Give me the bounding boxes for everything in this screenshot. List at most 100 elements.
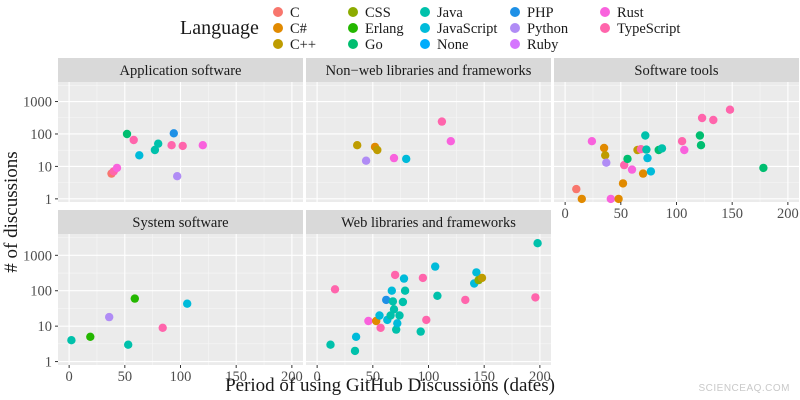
x-tick-label: 100	[666, 206, 688, 222]
x-tick-label: 0	[314, 369, 321, 385]
data-point-java	[154, 139, 163, 148]
data-point-java	[350, 346, 360, 356]
data-point-rust	[446, 137, 455, 146]
legend-key-java	[420, 7, 430, 17]
data-point-rust	[606, 194, 615, 204]
data-point-javascript	[393, 319, 402, 328]
data-point-typescript	[178, 141, 187, 151]
y-tick-label: 1000	[23, 95, 52, 111]
data-point-typescript	[129, 135, 138, 145]
data-point-c++	[477, 273, 487, 283]
legend-title: Language	[180, 17, 259, 39]
legend-label-c#: C#	[290, 21, 307, 37]
legend-key-javascript	[420, 23, 430, 33]
data-point-java	[657, 144, 667, 153]
y-tick-label: 10	[38, 319, 53, 335]
data-point-javascript	[375, 311, 384, 320]
data-point-python	[361, 156, 371, 165]
data-point-typescript	[390, 270, 400, 280]
data-point-javascript	[643, 153, 652, 163]
data-point-java	[642, 145, 651, 154]
legend-label-javascript: JavaScript	[437, 21, 497, 37]
panel-strip	[306, 58, 551, 82]
data-point-java	[416, 327, 425, 336]
data-point-java	[389, 305, 399, 314]
data-point-javascript	[646, 167, 656, 176]
x-tick-label: 200	[281, 369, 303, 385]
x-tick-label: 150	[225, 369, 247, 385]
data-point-java	[400, 286, 410, 295]
data-point-python	[173, 172, 182, 181]
data-point-python	[602, 158, 611, 167]
data-point-java	[386, 311, 395, 320]
data-point-rust	[587, 137, 597, 146]
data-point-java	[395, 311, 404, 320]
data-point-rust	[112, 163, 122, 173]
data-point-typescript	[437, 117, 447, 126]
data-point-java	[641, 131, 650, 140]
data-point-php	[382, 295, 391, 305]
data-point-javascript	[472, 268, 481, 277]
x-tick-label: 200	[777, 206, 799, 222]
legend-key-python	[510, 23, 520, 33]
legend-key-css	[348, 7, 358, 17]
x-axis-title: Period of using GitHub Discussions (date…	[225, 375, 555, 396]
data-point-c	[572, 184, 581, 194]
data-point-go	[623, 154, 632, 164]
panel-title-software-tools: Software tools	[634, 63, 719, 79]
legend-key-none	[420, 39, 430, 49]
data-point-go	[696, 141, 706, 150]
data-point-java	[67, 336, 76, 345]
data-point-php	[169, 129, 178, 138]
legend-label-php: PHP	[527, 5, 554, 21]
data-point-c#	[614, 194, 623, 204]
data-point-typescript	[418, 273, 428, 283]
legend-label-java: Java	[437, 5, 463, 21]
data-point-java	[124, 340, 133, 349]
data-point-c#	[638, 169, 648, 178]
data-point-typescript	[461, 295, 470, 305]
legend-key-c++	[273, 39, 283, 49]
data-point-c#	[577, 194, 586, 204]
data-point-erlang	[130, 294, 139, 303]
data-point-rust	[680, 145, 689, 155]
panel-title-non-web-libraries-and-frameworks: Non−web libraries and frameworks	[326, 63, 532, 79]
legend-label-erlang: Erlang	[365, 21, 404, 37]
legend-label-css: CSS	[365, 5, 391, 21]
y-axis-title: # of discussions	[1, 151, 22, 272]
x-tick-label: 50	[366, 369, 381, 385]
x-tick-label: 0	[562, 206, 569, 222]
legend-key-php	[510, 7, 520, 17]
data-point-typescript	[697, 113, 707, 123]
legend-label-c++: C++	[290, 37, 316, 53]
legend-key-ruby	[510, 39, 520, 49]
data-point-rust	[627, 165, 637, 174]
data-point-java	[398, 297, 408, 307]
y-tick-label: 10	[38, 159, 53, 175]
x-tick-label: 150	[721, 206, 743, 222]
data-point-java	[392, 325, 401, 334]
y-tick-label: 100	[30, 284, 52, 300]
data-point-go	[695, 131, 705, 140]
data-point-typescript	[330, 285, 340, 294]
legend-label-go: Go	[365, 37, 383, 53]
y-tick-label: 1	[45, 192, 52, 208]
data-point-typescript	[167, 141, 176, 150]
data-point-typescript	[709, 115, 718, 125]
data-point-c++	[601, 151, 610, 160]
data-point-javascript	[135, 151, 144, 160]
panel-title-application-software: Application software	[119, 63, 241, 79]
panel-strip	[58, 58, 303, 82]
legend-key-rust	[600, 7, 610, 17]
data-point-javascript	[431, 262, 440, 271]
x-tick-label: 100	[418, 369, 440, 385]
legend-key-c#	[273, 23, 283, 33]
data-point-c++	[353, 141, 362, 150]
data-point-rust	[389, 153, 399, 163]
data-point-javascript	[399, 274, 409, 283]
data-point-rust	[198, 141, 207, 150]
data-point-erlang	[86, 332, 95, 341]
panel-strip	[58, 210, 303, 234]
data-point-typescript	[531, 293, 540, 302]
panel-title-system-software: System software	[132, 215, 228, 231]
